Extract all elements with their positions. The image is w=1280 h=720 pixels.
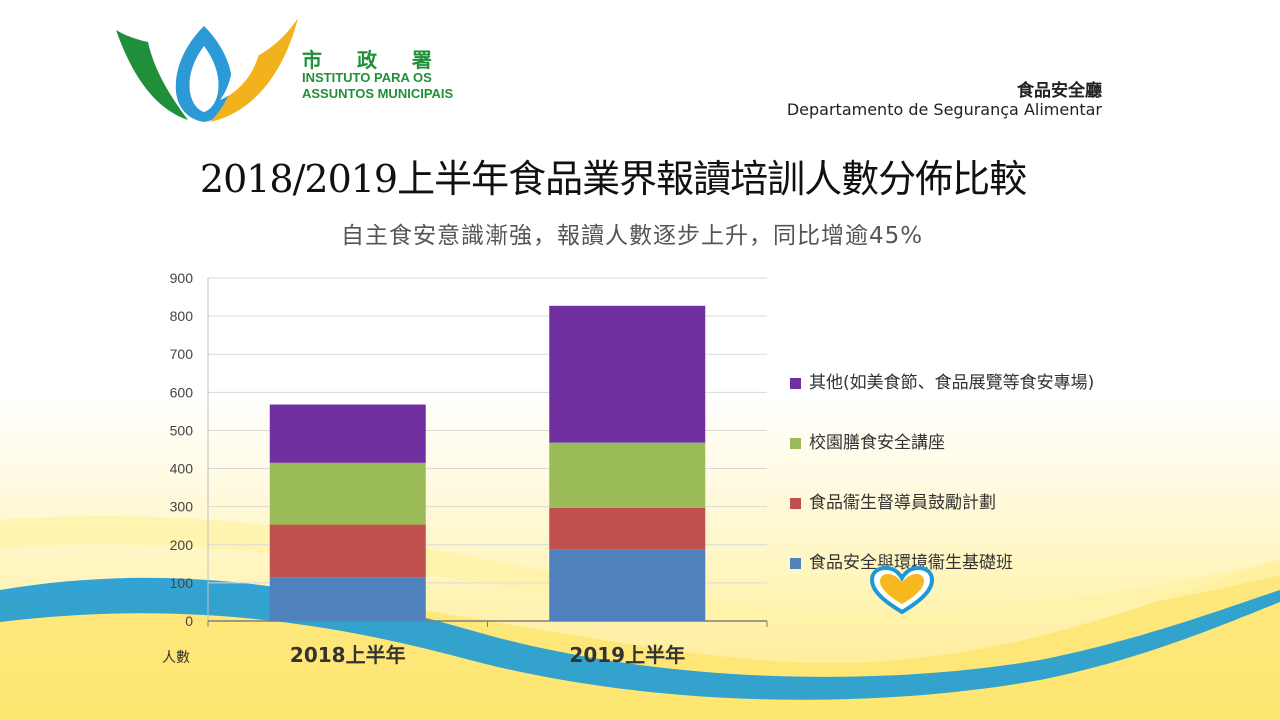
logo-yellow-leaf-small (220, 36, 262, 100)
org-name-pt-line1: INSTITUTO PARA OS (302, 70, 432, 85)
x-tick-label: 2019上半年 (569, 643, 685, 667)
x-tick-label: 2018上半年 (290, 643, 406, 667)
slide-title: 2018/2019上半年食品業界報讀培訓人數分佈比較 (199, 157, 1027, 201)
bar-segment (549, 549, 706, 621)
y-tick-label: 200 (170, 537, 194, 553)
y-tick-label: 700 (170, 346, 194, 362)
logo-yellow-leaf (210, 18, 298, 122)
y-tick-label: 900 (170, 270, 194, 286)
legend-label: 食品安全與環境衞生基礎班 (809, 553, 1013, 573)
legend-label: 食品衞生督導員鼓勵計劃 (809, 493, 996, 513)
bar-segment (269, 577, 426, 621)
bar-segment (549, 442, 706, 508)
logo-inner-drop (189, 46, 219, 112)
y-tick-label: 400 (170, 461, 194, 477)
bar-segment (269, 404, 426, 463)
logo (116, 18, 298, 122)
legend-label: 其他(如美食節、食品展覽等食安專場) (809, 373, 1095, 393)
department-name-cn: 食品安全廳 (1017, 81, 1102, 101)
legend-item: 食品安全與環境衞生基礎班 (790, 550, 1101, 576)
legend-swatch (790, 438, 801, 449)
legend-item: 校園膳食安全講座 (790, 430, 1101, 456)
org-name-pt-line2: ASSUNTOS MUNICIPAIS (302, 86, 454, 101)
legend-swatch (790, 558, 801, 569)
y-axis-label: 人數 (162, 650, 190, 666)
legend-item: 食品衞生督導員鼓勵計劃 (790, 490, 1101, 516)
slide-subtitle: 自主食安意識漸強，報讀人數逐步上升，同比增逾45% (340, 223, 924, 249)
bar-segment (549, 305, 706, 443)
org-name-cn: 市 政 署 (302, 48, 446, 72)
y-tick-label: 100 (170, 575, 194, 591)
legend-swatch (790, 378, 801, 389)
y-tick-label: 300 (170, 499, 194, 515)
y-tick-label: 500 (170, 422, 194, 438)
bar-segment (269, 462, 426, 525)
legend-swatch (790, 498, 801, 509)
bar-segment (269, 524, 426, 578)
legend-item: 其他(如美食節、食品展覽等食安專場) (790, 370, 1101, 396)
bar-segment (549, 507, 706, 550)
y-tick-label: 600 (170, 384, 194, 400)
y-tick-label: 0 (185, 613, 193, 629)
legend-label: 校園膳食安全講座 (809, 433, 945, 453)
y-tick-label: 800 (170, 308, 194, 324)
department-name-pt: Departamento de Segurança Alimentar (786, 100, 1102, 119)
heart-icon (869, 566, 935, 615)
logo-green-leaf (116, 30, 188, 120)
